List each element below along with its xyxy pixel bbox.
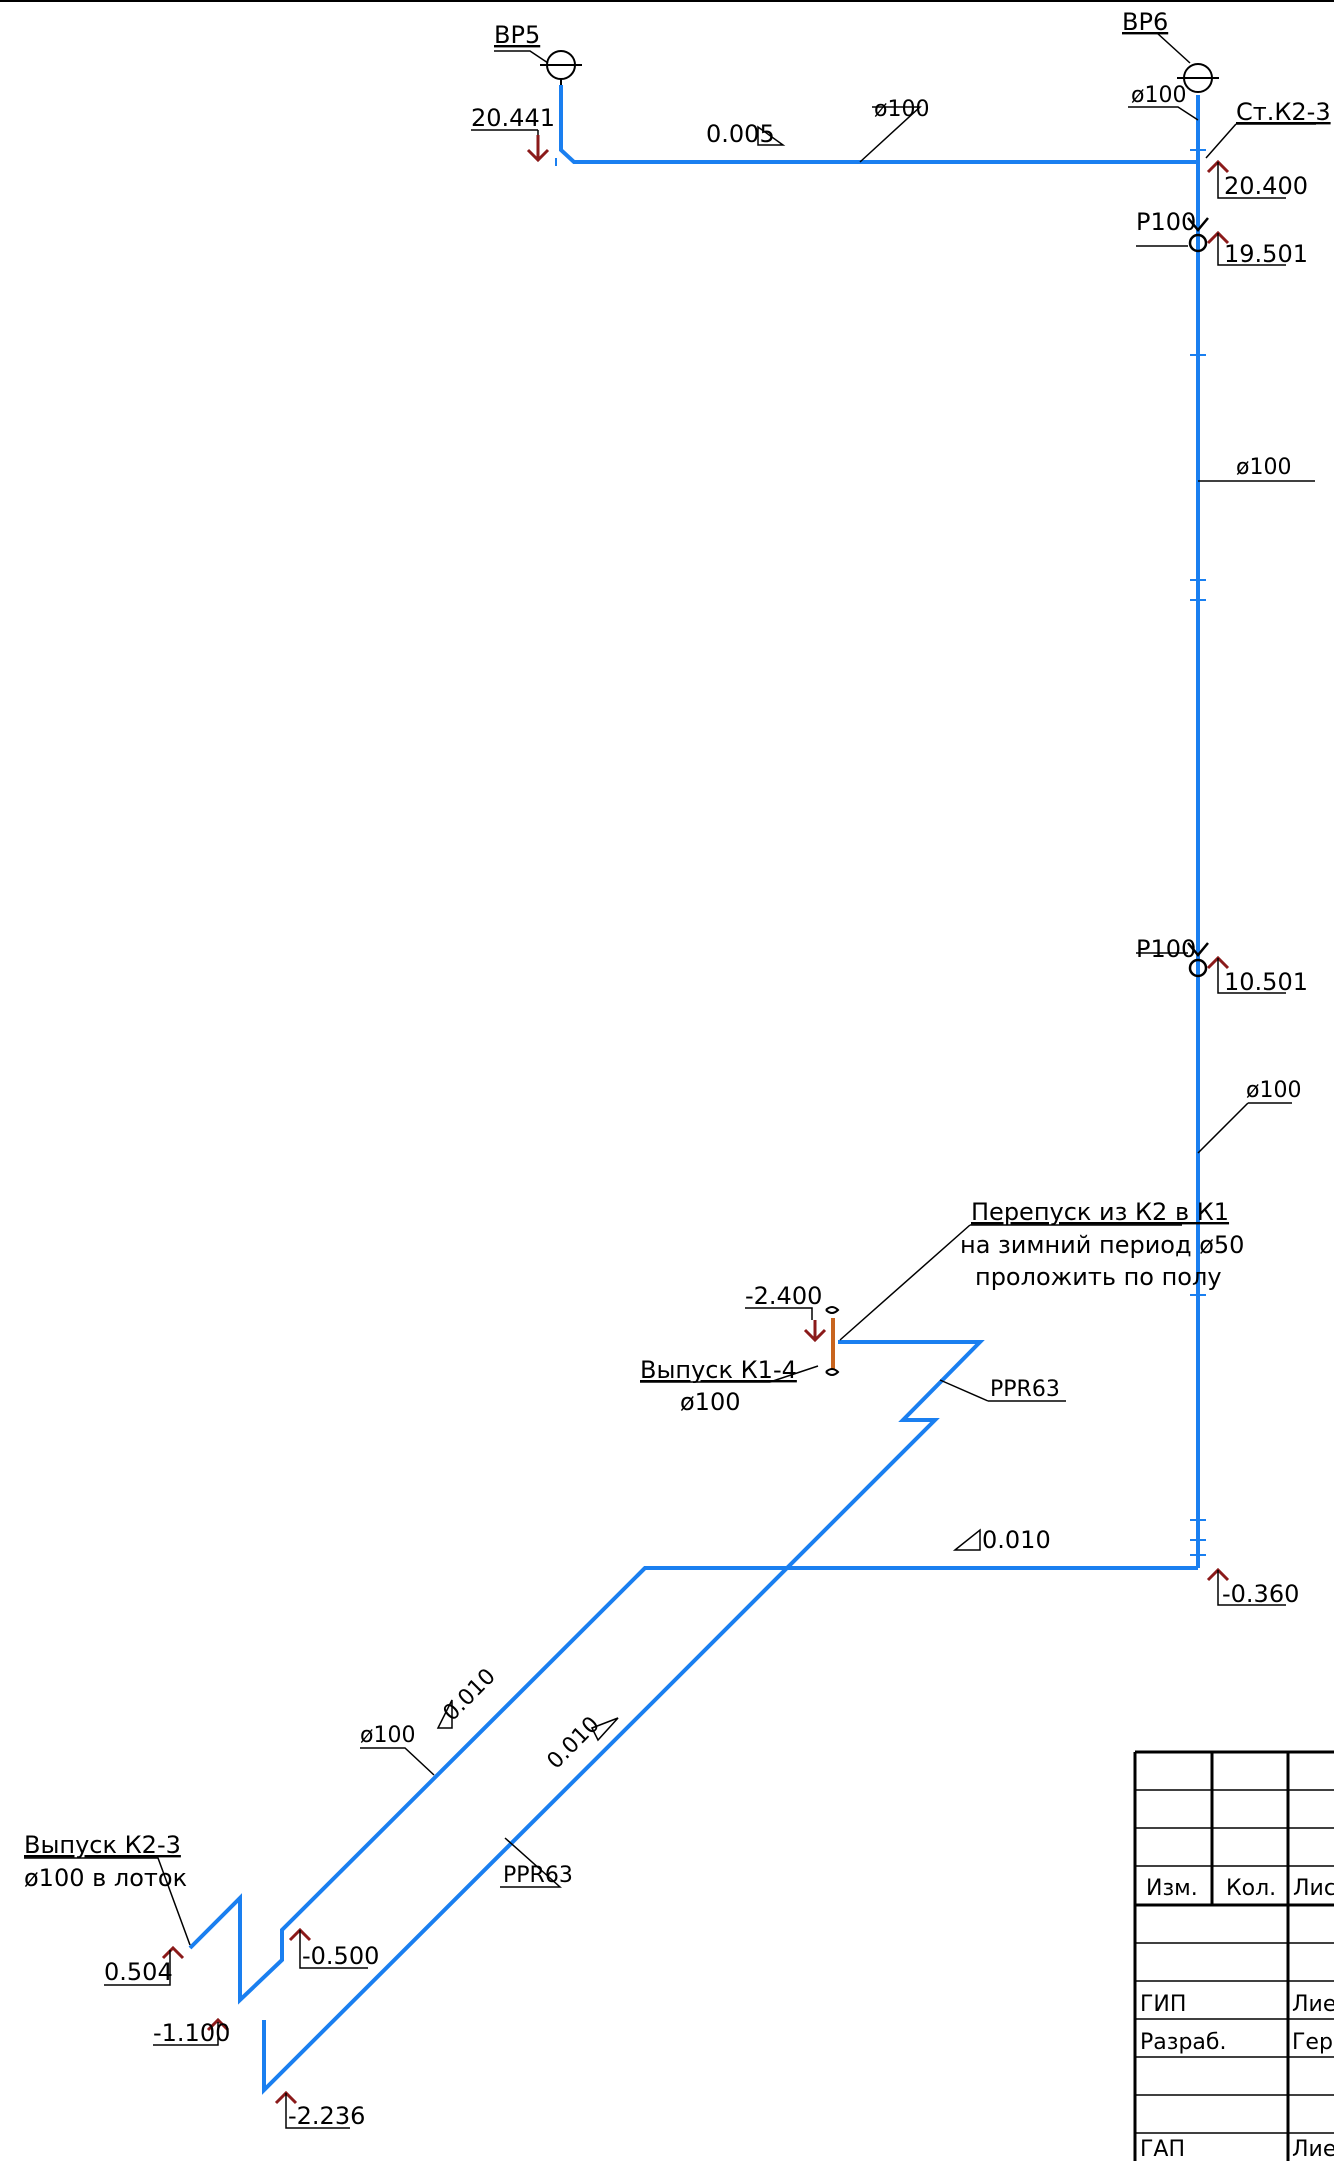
label-bypass-note-2: на зимний период ø50 bbox=[960, 1231, 1244, 1259]
vent-cap-vp6 bbox=[1177, 63, 1219, 93]
title-block-rows bbox=[1135, 1789, 1334, 2134]
title-block bbox=[1133, 1750, 1334, 2161]
tb-row-razrab-name: Герм bbox=[1292, 2030, 1334, 2055]
label-ppr63-b: PPR63 bbox=[503, 1863, 573, 1888]
label-elev-m0360: -0.360 bbox=[1222, 1580, 1299, 1608]
label-ppr63-a: PPR63 bbox=[990, 1377, 1060, 1402]
title-block-text: Изм. Кол. Лис ГИП Лиер Разраб. Герм ГАП … bbox=[1140, 1876, 1334, 2161]
slope-triangle-diag1 bbox=[436, 1699, 453, 1729]
label-elev-20400: 20.400 bbox=[1224, 172, 1308, 200]
label-slope-diag2: 0.010 bbox=[543, 1712, 605, 1774]
elevation-markers bbox=[161, 135, 1230, 2105]
break-mark-bottom bbox=[825, 1368, 840, 1376]
tb-row-gip: ГИП bbox=[1140, 1992, 1186, 2017]
label-slope-diag1: 0.010 bbox=[439, 1664, 501, 1726]
pipe-bottom-horizontal bbox=[635, 1566, 1198, 1578]
tb-row-gap: ГАП bbox=[1140, 2137, 1185, 2161]
label-vp5: ВР5 bbox=[494, 21, 540, 49]
label-outlet-k1-4: Выпуск К1-4 bbox=[640, 1356, 797, 1384]
label-outlet-k2-3-d: ø100 в лоток bbox=[24, 1864, 187, 1892]
label-elev-m0500: -0.500 bbox=[302, 1942, 379, 1970]
elev-arrow-0504 bbox=[161, 1945, 185, 1960]
tb-row-gip-name: Лиер bbox=[1292, 1992, 1334, 2017]
label-elev-10501: 10.501 bbox=[1224, 968, 1308, 996]
label-d100-vp6: ø100 bbox=[1131, 83, 1186, 108]
label-d100-diag: ø100 bbox=[360, 1723, 415, 1748]
elev-arrow-m2400 bbox=[803, 1320, 827, 1343]
tb-row-gap-name: Лиер bbox=[1292, 2137, 1334, 2161]
break-mark-top bbox=[825, 1306, 840, 1314]
pipe-network bbox=[188, 85, 1200, 2095]
label-bypass-note-3: проложить по полу bbox=[975, 1263, 1222, 1291]
revision-b-icon bbox=[1188, 958, 1208, 978]
tb-row-razrab: Разраб. bbox=[1140, 2030, 1226, 2055]
pipe-ticks bbox=[555, 149, 1206, 1556]
label-elev-m2236: -2.236 bbox=[288, 2102, 365, 2130]
revision-fitting-b bbox=[1187, 942, 1209, 978]
callout-leaders bbox=[24, 32, 1316, 1946]
label-d100-low: ø100 bbox=[1246, 1078, 1301, 1103]
label-p100-a: Р100 bbox=[1136, 208, 1196, 236]
elevation-leaders bbox=[104, 129, 1286, 2129]
label-elev-0504: 0.504 bbox=[104, 1958, 173, 1986]
tb-col-list: Лис bbox=[1293, 1876, 1334, 1901]
label-d100-top: ø100 bbox=[874, 97, 929, 122]
elev-arrow-m1100 bbox=[206, 2017, 230, 2032]
tb-col-kol: Кол. bbox=[1226, 1876, 1276, 1901]
slope-triangle-diag2 bbox=[590, 1717, 619, 1742]
revision-a-icon bbox=[1188, 233, 1208, 253]
vent-cap-vp5 bbox=[540, 50, 582, 85]
label-slope-mid: 0.010 bbox=[982, 1526, 1051, 1554]
label-st-k2-3: Ст.К2-3 bbox=[1236, 98, 1331, 126]
slope-triangle-top bbox=[757, 125, 786, 146]
label-elev-20441: 20.441 bbox=[471, 104, 555, 132]
label-vp6: ВР6 bbox=[1122, 8, 1168, 36]
label-outlet-k2-3: Выпуск К2-3 bbox=[24, 1831, 181, 1859]
text-labels: ВР5 ВР6 ø100 Ст.К2-3 20.441 0.005 ø100 2… bbox=[24, 8, 1331, 2130]
label-p100-b: Р100 bbox=[1136, 935, 1196, 963]
label-elev-19501: 19.501 bbox=[1224, 240, 1308, 268]
revision-fitting-a bbox=[1187, 217, 1209, 253]
slope-triangles bbox=[436, 125, 981, 1742]
label-elev-m2400: -2.400 bbox=[745, 1282, 822, 1310]
label-d100-mid: ø100 bbox=[1236, 455, 1291, 480]
slope-triangle-mid bbox=[952, 1528, 981, 1551]
pipe-ppr63 bbox=[262, 1340, 985, 2095]
elev-arrow-20441 bbox=[526, 135, 550, 163]
label-slope-top: 0.005 bbox=[706, 120, 775, 148]
label-bypass-note-1: Перепуск из К2 в К1 bbox=[971, 1198, 1229, 1226]
pipe-top-horizontal bbox=[559, 85, 1198, 164]
pipe-diagonal-k2-3 bbox=[188, 1566, 647, 2005]
tb-col-izm: Изм. bbox=[1146, 1876, 1198, 1901]
label-elev-m1100: -1.100 bbox=[153, 2019, 230, 2047]
label-outlet-k1-4-d: ø100 bbox=[680, 1388, 741, 1416]
